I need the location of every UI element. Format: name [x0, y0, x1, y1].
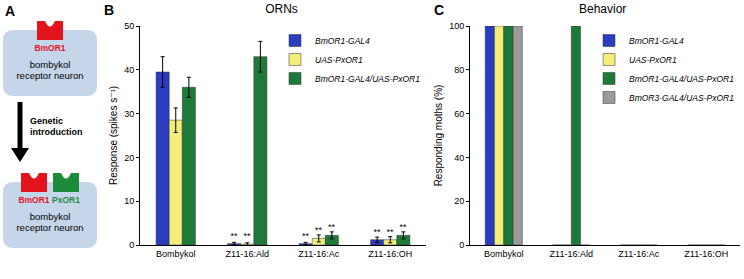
- svg-text:Z11-16:OH: Z11-16:OH: [684, 249, 728, 259]
- html-text:B: B: [104, 2, 115, 18]
- svg-text:UAS-PxOR1: UAS-PxOR1: [315, 55, 363, 65]
- svg-text:60: 60: [454, 109, 464, 119]
- svg-text:BmOR1-GAL4: BmOR1-GAL4: [629, 36, 684, 46]
- svg-text:100: 100: [449, 21, 464, 31]
- svg-text:Bombykol: Bombykol: [156, 249, 196, 259]
- svg-text:40: 40: [124, 65, 134, 75]
- svg-text:PxOR1: PxOR1: [52, 195, 80, 205]
- svg-text:20: 20: [454, 196, 464, 206]
- svg-text:**: **: [373, 227, 381, 237]
- svg-text:BmOR1-GAL4/UAS-PxOR1: BmOR1-GAL4/UAS-PxOR1: [629, 74, 734, 84]
- svg-text:Responding moths (%): Responding moths (%): [433, 85, 444, 187]
- svg-text:**: **: [243, 231, 251, 241]
- svg-text:ORNs: ORNs: [265, 2, 298, 16]
- svg-text:receptor neuron: receptor neuron: [16, 222, 83, 233]
- svg-text:20: 20: [124, 153, 134, 163]
- svg-text:**: **: [400, 222, 408, 232]
- svg-text:10: 10: [124, 196, 134, 206]
- svg-text:UAS-PxOR1: UAS-PxOR1: [629, 55, 677, 65]
- svg-text:Behavior: Behavior: [579, 2, 626, 16]
- svg-text:30: 30: [124, 109, 134, 119]
- svg-text:80: 80: [454, 65, 464, 75]
- svg-text:BmOR3-GAL4/UAS-PxOR1: BmOR3-GAL4/UAS-PxOR1: [629, 93, 734, 103]
- svg-text:BmOR1-GAL4/UAS-PxOR1: BmOR1-GAL4/UAS-PxOR1: [315, 74, 420, 84]
- svg-text:Response (spikes s⁻¹): Response (spikes s⁻¹): [108, 86, 119, 185]
- svg-text:bombykol: bombykol: [30, 59, 71, 70]
- svg-text:Z11-16:OH: Z11-16:OH: [368, 249, 412, 259]
- svg-text:Bombykol: Bombykol: [484, 249, 524, 259]
- svg-text:introduction: introduction: [30, 127, 83, 137]
- svg-text:0: 0: [459, 240, 464, 250]
- svg-text:receptor neuron: receptor neuron: [16, 70, 83, 81]
- html-text:C: C: [434, 2, 445, 18]
- svg-text:A: A: [5, 3, 15, 19]
- svg-text:BmOR1-GAL4: BmOR1-GAL4: [315, 36, 370, 46]
- svg-text:BmOR1: BmOR1: [18, 195, 49, 205]
- svg-text:0: 0: [129, 240, 134, 250]
- svg-text:**: **: [315, 225, 323, 235]
- svg-text:bombykol: bombykol: [30, 211, 71, 222]
- svg-text:40: 40: [454, 153, 464, 163]
- svg-text:**: **: [328, 222, 336, 232]
- svg-text:**: **: [230, 231, 238, 241]
- svg-text:Z11-16:Ald: Z11-16:Ald: [550, 249, 593, 259]
- svg-text:50: 50: [124, 21, 134, 31]
- svg-text:Z11-16:Ac: Z11-16:Ac: [618, 249, 659, 259]
- svg-text:Z11-16:Ac: Z11-16:Ac: [298, 249, 339, 259]
- svg-text:BmOR1: BmOR1: [34, 43, 65, 53]
- svg-text:Z11-16:Ald: Z11-16:Ald: [226, 249, 269, 259]
- svg-text:Genetic: Genetic: [30, 116, 63, 126]
- svg-text:**: **: [302, 231, 310, 241]
- svg-text:**: **: [386, 227, 394, 237]
